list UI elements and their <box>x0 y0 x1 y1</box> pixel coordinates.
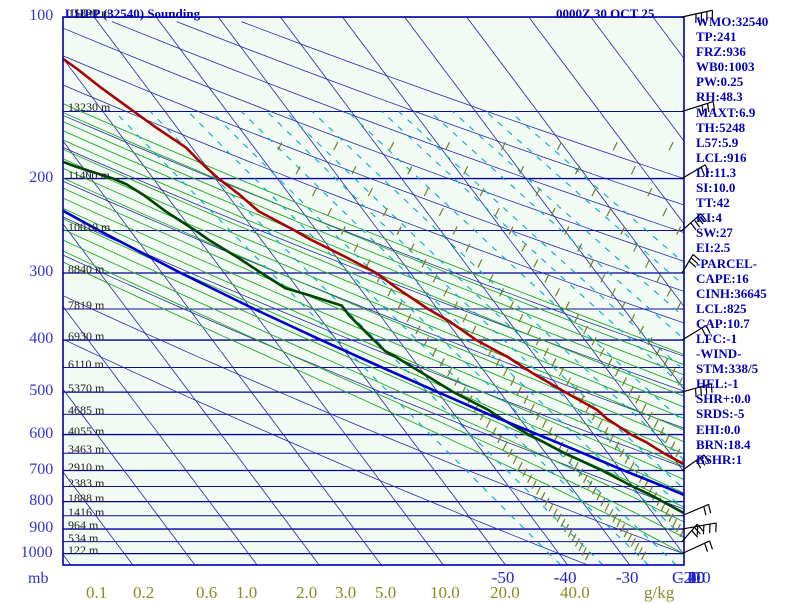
index-line: -PARCEL- <box>696 256 800 271</box>
mixing-ratio-tick: 0.2 <box>133 583 154 603</box>
height-label: 13230 m <box>68 100 110 115</box>
temperature-tick: -30 <box>616 568 639 588</box>
index-line: -WIND- <box>696 346 800 361</box>
mixing-ratio-tick: 20.0 <box>490 583 520 603</box>
index-line: HEL:-1 <box>696 376 800 391</box>
height-label: 10010 m <box>68 220 110 235</box>
height-label: 1888 m <box>68 491 104 506</box>
height-label: 2910 m <box>68 460 104 475</box>
height-label: 7819 m <box>68 298 104 313</box>
index-line: CAP:10.7 <box>696 316 800 331</box>
index-line: PW:0.25 <box>696 74 800 89</box>
pressure-tick: 300 <box>29 263 53 281</box>
index-line: LFC:-1 <box>696 331 800 346</box>
index-line: EHI:0.0 <box>696 422 800 437</box>
height-label: 8840 m <box>68 262 104 277</box>
pressure-tick: 700 <box>29 461 53 479</box>
pressure-tick: 100 <box>29 7 53 25</box>
mixing-ratio-tick: 10.0 <box>430 583 460 603</box>
index-line: CINH:36645 <box>696 286 800 301</box>
mixing-ratio-tick: 1.0 <box>236 583 257 603</box>
index-line: SI:10.0 <box>696 180 800 195</box>
height-label: 3463 m <box>68 442 104 457</box>
pressure-tick: 200 <box>29 169 53 187</box>
index-line: TP:241 <box>696 29 800 44</box>
mixing-ratio-tick: 2.0 <box>296 583 317 603</box>
index-line: KI:4 <box>696 210 800 225</box>
pressure-unit-label: mb <box>28 570 48 588</box>
height-label: 11400 m <box>68 168 110 183</box>
mixing-ratio-tick: 0.6 <box>196 583 217 603</box>
height-label: 15830 m <box>68 6 110 21</box>
height-label: 6110 m <box>68 357 104 372</box>
index-line: WB0:1003 <box>696 59 800 74</box>
mixing-ratio-tick: 40.0 <box>560 583 590 603</box>
pressure-tick: 1000 <box>21 544 53 562</box>
index-line: TT:42 <box>696 195 800 210</box>
pressure-tick: 400 <box>29 330 53 348</box>
index-line: LI:11.3 <box>696 165 800 180</box>
mixing-ratio-tick: 5.0 <box>375 583 396 603</box>
index-line: STM:338/5 <box>696 361 800 376</box>
height-label: 5370 m <box>68 381 104 396</box>
temperature-tick: 40 <box>688 568 705 588</box>
index-line: FRZ:936 <box>696 44 800 59</box>
mixing-ratio-tick: 0.1 <box>86 583 107 603</box>
index-line: LCL:825 <box>696 301 800 316</box>
index-line: BSHR:1 <box>696 452 800 467</box>
index-line: TH:5248 <box>696 120 800 135</box>
index-line: CAPE:16 <box>696 271 800 286</box>
height-label: 4055 m <box>68 424 104 439</box>
index-line: RH:48.3 <box>696 89 800 104</box>
index-line: WMO:32540 <box>696 14 800 29</box>
height-label: 4685 m <box>68 403 104 418</box>
height-label: 122 m <box>68 543 98 558</box>
height-label: 2383 m <box>68 476 104 491</box>
sounding-datetime: 0000Z 30 OCT 25 <box>556 6 654 22</box>
mixing-unit-label: g/kg <box>644 583 674 603</box>
index-line: SW:27 <box>696 225 800 240</box>
pressure-tick: 500 <box>29 382 53 400</box>
index-line: SRDS:-5 <box>696 406 800 421</box>
index-line: EI:2.5 <box>696 240 800 255</box>
mixing-ratio-tick: 3.0 <box>335 583 356 603</box>
index-line: L57:5.9 <box>696 135 800 150</box>
height-label: 6930 m <box>68 329 104 344</box>
pressure-tick: 900 <box>29 519 53 537</box>
index-line: MAXT:6.9 <box>696 105 800 120</box>
pressure-tick: 600 <box>29 425 53 443</box>
index-line: BRN:18.4 <box>696 437 800 452</box>
index-line: SHR+:0.0 <box>696 391 800 406</box>
index-line: LCL:916 <box>696 150 800 165</box>
pressure-tick: 800 <box>29 492 53 510</box>
